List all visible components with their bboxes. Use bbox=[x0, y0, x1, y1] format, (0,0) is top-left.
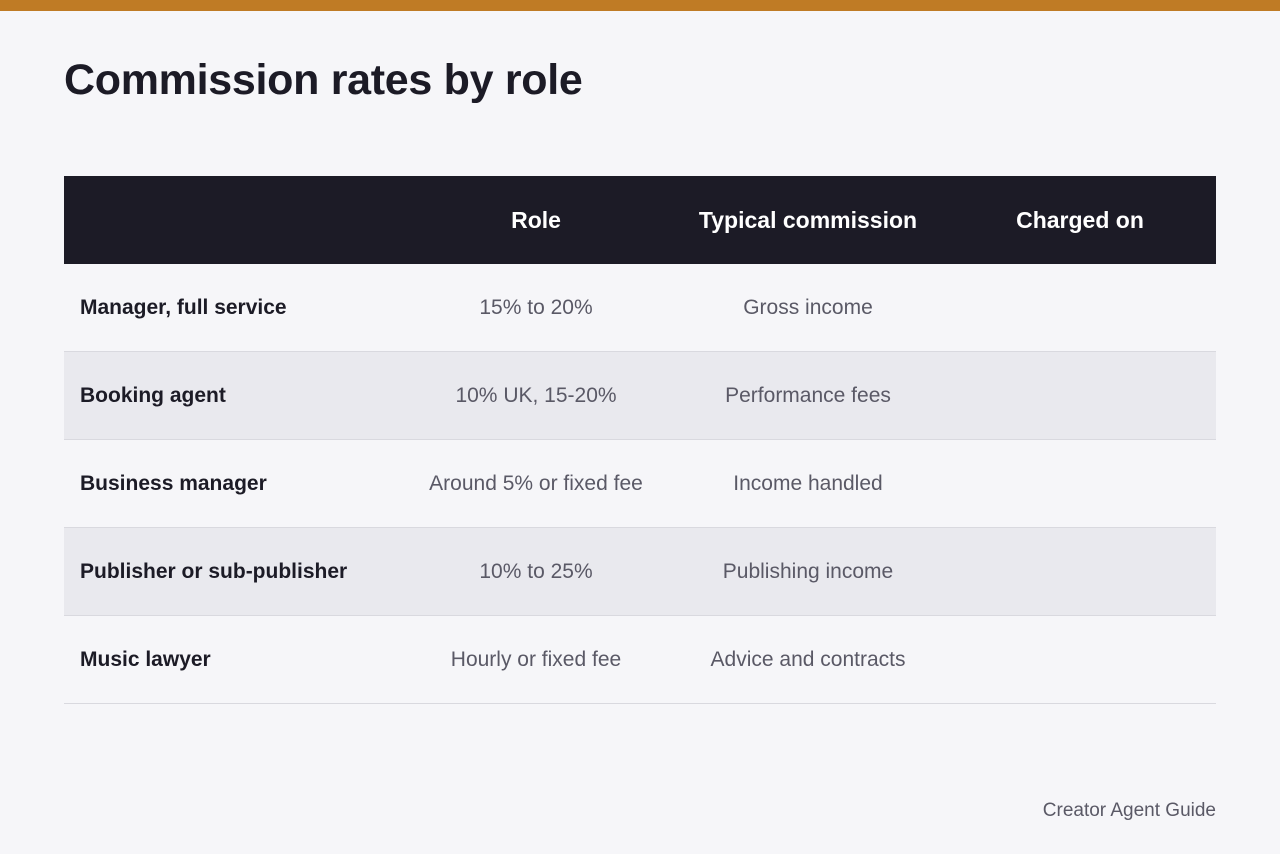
table-header: Role Typical commission Charged on bbox=[64, 176, 1216, 264]
table-row: Manager, full service 15% to 20% Gross i… bbox=[64, 264, 1216, 352]
charged-on-cell: Advice and contracts bbox=[710, 647, 906, 671]
commission-cell: 10% UK, 15-20% bbox=[455, 383, 617, 407]
page-title: Commission rates by role bbox=[64, 56, 583, 104]
charged-on-cell: Gross income bbox=[743, 295, 873, 319]
table-row: Booking agent 10% UK, 15-20% Performance… bbox=[64, 352, 1216, 440]
header-cell-role: Role bbox=[511, 206, 561, 233]
accent-bar bbox=[0, 0, 1280, 11]
commission-cell: Around 5% or fixed fee bbox=[429, 471, 643, 495]
table-row: Publisher or sub-publisher 10% to 25% Pu… bbox=[64, 528, 1216, 616]
header-cell-charged-on: Charged on bbox=[1016, 206, 1144, 233]
table-row: Music lawyer Hourly or fixed fee Advice … bbox=[64, 616, 1216, 704]
charged-on-cell: Income handled bbox=[733, 471, 883, 495]
commission-cell: Hourly or fixed fee bbox=[450, 647, 622, 671]
table-row: Business manager Around 5% or fixed fee … bbox=[64, 440, 1216, 528]
footer-credit: Creator Agent Guide bbox=[1042, 800, 1216, 821]
row-label: Booking agent bbox=[80, 383, 226, 407]
row-label: Business manager bbox=[80, 471, 267, 495]
row-label: Music lawyer bbox=[80, 647, 211, 671]
commission-table: Role Typical commission Charged on Manag… bbox=[64, 176, 1216, 704]
charged-on-cell: Publishing income bbox=[722, 559, 894, 583]
commission-cell: 10% to 25% bbox=[479, 559, 593, 583]
row-label: Manager, full service bbox=[80, 295, 287, 319]
header-cell-typical-commission: Typical commission bbox=[698, 206, 918, 233]
charged-on-cell: Performance fees bbox=[725, 383, 891, 407]
commission-cell: 15% to 20% bbox=[479, 295, 593, 319]
row-label: Publisher or sub-publisher bbox=[80, 559, 348, 583]
